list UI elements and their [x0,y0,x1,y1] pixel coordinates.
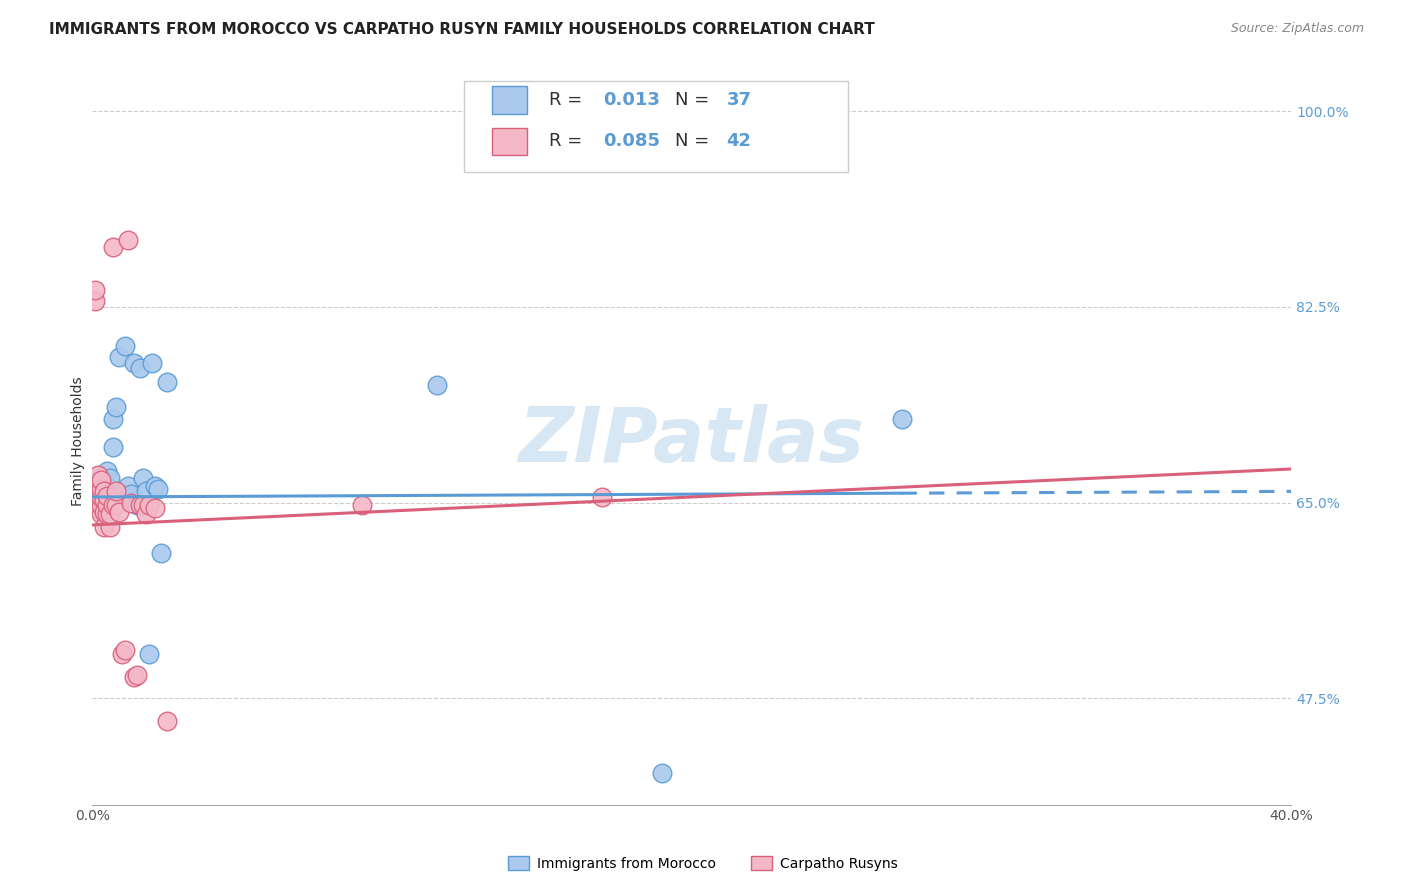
Point [105,486,128,500]
Point [132,498,155,512]
Point [96,479,118,493]
Point [87,482,110,496]
Point [122,670,145,684]
Point [96,489,118,503]
Point [141,356,163,370]
Legend: Immigrants from Morocco, Carpatho Rusyns: Immigrants from Morocco, Carpatho Rusyns [502,850,904,876]
Text: R =: R = [550,91,582,109]
Bar [492,128,527,155]
Point [90,498,112,512]
Point [143,479,166,493]
Point [96,490,118,504]
Point [143,501,166,516]
Point [87,490,110,504]
Point [135,507,157,521]
Bar [492,87,527,114]
Point [93,493,115,508]
Point [111,647,134,661]
Point [84,475,107,490]
Point [591,490,613,504]
Point [93,486,115,500]
Point [117,233,139,247]
Point [156,714,179,728]
Text: Source: ZipAtlas.com: Source: ZipAtlas.com [1230,22,1364,36]
Text: 0.013: 0.013 [603,91,659,109]
Point [90,473,112,487]
Point [135,484,157,499]
Point [111,486,134,500]
Point [90,471,112,485]
Text: 37: 37 [727,91,752,109]
Text: IMMIGRANTS FROM MOROCCO VS CARPATHO RUSYN FAMILY HOUSEHOLDS CORRELATION CHART: IMMIGRANTS FROM MOROCCO VS CARPATHO RUSY… [49,22,875,37]
Text: N =: N = [675,132,709,151]
Point [117,479,139,493]
Text: 0.085: 0.085 [603,132,659,151]
Point [129,361,152,376]
Text: R =: R = [550,132,582,151]
Point [84,479,107,493]
Point [87,467,110,482]
Point [108,350,131,364]
Point [90,482,112,496]
Point [90,507,112,521]
Point [90,490,112,504]
Point [93,484,115,499]
Point [122,356,145,370]
Point [101,498,124,512]
Text: ZIPatlas: ZIPatlas [519,404,865,478]
Point [96,507,118,521]
Point [120,486,142,500]
Point [101,440,124,454]
Point [98,493,121,508]
Point [114,643,136,657]
Point [87,501,110,516]
Text: 42: 42 [727,132,752,151]
Point [98,471,121,485]
Point [105,484,128,499]
Y-axis label: Family Households: Family Households [72,376,86,506]
Point [96,464,118,478]
Point [90,482,112,496]
Point [93,504,115,518]
Point [156,375,179,389]
Point [150,546,173,560]
Point [132,471,155,485]
Point [651,766,673,780]
Point [84,490,107,504]
Point [84,294,107,309]
Point [90,493,112,508]
Point [129,498,152,512]
Point [138,498,160,512]
Point [426,378,449,392]
Point [114,339,136,353]
Point [138,647,160,661]
Point [127,668,149,682]
Point [890,411,912,425]
Point [98,507,121,521]
Point [87,475,110,490]
Point [101,411,124,425]
Point [87,484,110,499]
Point [350,498,373,512]
Point [105,498,128,512]
Point [93,498,115,512]
Point [127,498,149,512]
Point [98,520,121,534]
Point [96,498,118,512]
Point [93,520,115,534]
Point [105,401,128,415]
Point [146,482,169,496]
Text: N =: N = [675,91,709,109]
FancyBboxPatch shape [464,81,848,172]
Point [84,283,107,297]
Point [120,495,142,509]
Point [101,240,124,254]
Point [84,484,107,499]
Point [108,504,131,518]
Point [87,498,110,512]
